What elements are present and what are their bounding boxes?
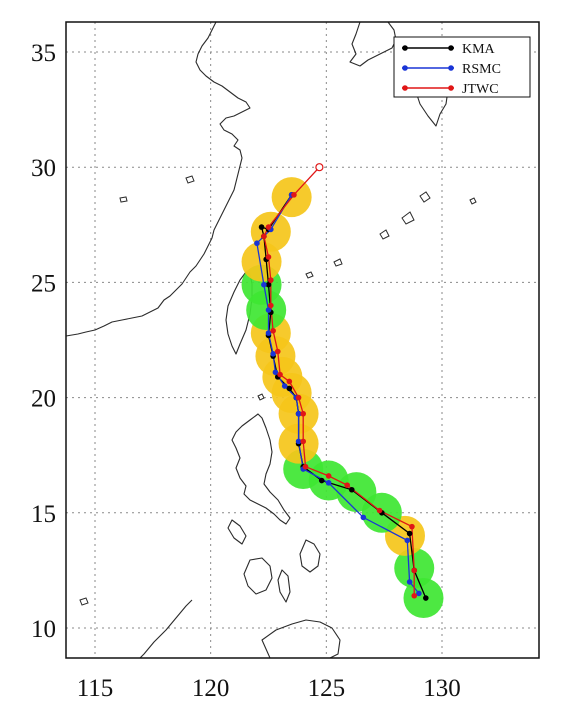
- track-point-kma: [286, 385, 293, 392]
- track-point-jtwc: [411, 592, 418, 599]
- track-point-jtwc: [265, 254, 272, 260]
- island-ryukyu-3: [379, 229, 390, 240]
- track-point-jtwc: [268, 277, 274, 283]
- island-ryukyu-5: [305, 271, 314, 279]
- track-point-jtwc: [261, 233, 267, 240]
- y-tick-label: 15: [31, 501, 56, 528]
- map-layer: [66, 22, 477, 658]
- track-point-jtwc: [291, 192, 297, 198]
- track-point-kma: [423, 595, 429, 601]
- island-ryukyu-1: [419, 191, 431, 203]
- track-point-kma: [348, 486, 355, 493]
- coastline-mindanao: [261, 619, 341, 658]
- legend-marker: [448, 45, 454, 51]
- island-batanes: [257, 393, 265, 401]
- track-point-jtwc: [376, 507, 383, 514]
- y-tick-label: 10: [31, 616, 56, 643]
- plot-frame: [65, 21, 540, 659]
- legend-label-rsmc: RSMC: [462, 62, 501, 77]
- track-point-jtwc: [277, 371, 283, 378]
- track-point-kma: [318, 477, 325, 484]
- track-endpoint-jtwc: [315, 163, 324, 172]
- track-point-jtwc: [411, 567, 418, 574]
- track-point-jtwc: [295, 394, 302, 401]
- x-tick-label: 115: [77, 675, 114, 702]
- track-point-kma: [265, 281, 272, 288]
- track-point-rsmc: [360, 514, 367, 521]
- track-point-jtwc: [270, 327, 276, 334]
- legend-label-jtwc: JTWC: [462, 82, 499, 97]
- coastline-luzon: [231, 413, 291, 525]
- legend-marker: [448, 85, 454, 91]
- legend-label-kma: KMA: [462, 42, 496, 57]
- legend-marker: [448, 65, 454, 71]
- track-point-rsmc: [265, 330, 272, 336]
- track-point-jtwc: [268, 302, 274, 309]
- island-ryukyu-4: [333, 258, 343, 267]
- track-point-jtwc: [300, 410, 307, 417]
- coastline-korea: [349, 22, 397, 67]
- legend: KMA RSMC JTWC: [393, 36, 531, 98]
- coastline-china: [66, 22, 251, 337]
- legend-box: [393, 36, 531, 98]
- island-small-4: [469, 197, 477, 205]
- island-small-2: [119, 196, 128, 203]
- track-point-rsmc: [404, 537, 411, 544]
- track-point-rsmc: [281, 383, 288, 389]
- coastline-cebu: [277, 569, 291, 603]
- axis-tick-labels: 115 120 125 130 10 15 20 25 30 35: [31, 40, 461, 702]
- x-tick-label: 125: [308, 675, 346, 702]
- track-point-jtwc: [286, 378, 293, 385]
- track-point-rsmc: [261, 281, 267, 288]
- coastline-visayas: [243, 557, 273, 595]
- track-point-rsmc: [295, 410, 302, 417]
- track-point-rsmc: [416, 590, 422, 597]
- track-point-jtwc: [265, 224, 272, 230]
- track-point-jtwc: [274, 348, 281, 355]
- track-lines: [254, 163, 429, 601]
- island-small-1: [185, 175, 195, 184]
- grid-lines: [66, 22, 539, 658]
- legend-marker: [402, 65, 408, 71]
- track-point-rsmc: [325, 480, 332, 486]
- track-point-jtwc: [302, 463, 309, 470]
- legend-marker: [402, 85, 408, 91]
- x-tick-label: 130: [423, 675, 461, 702]
- coastline-mindoro: [227, 519, 247, 545]
- track-line-rsmc: [256, 194, 420, 594]
- track-point-rsmc: [265, 307, 272, 313]
- track-point-rsmc: [295, 438, 302, 445]
- track-point-jtwc: [300, 438, 307, 445]
- y-tick-label: 35: [31, 40, 56, 67]
- track-point-jtwc: [325, 473, 332, 479]
- track-point-kma: [406, 530, 413, 537]
- track-point-rsmc: [272, 369, 279, 376]
- island-small-3: [79, 597, 89, 606]
- y-tick-label: 30: [31, 155, 56, 182]
- y-tick-label: 20: [31, 386, 56, 413]
- track-point-rsmc: [406, 579, 413, 585]
- x-tick-label: 120: [192, 675, 230, 702]
- island-ryukyu-2: [401, 211, 415, 225]
- track-point-rsmc: [254, 240, 260, 247]
- coastline-samar: [299, 539, 321, 573]
- legend-marker: [402, 45, 408, 51]
- track-point-jtwc: [344, 482, 350, 488]
- coastline-palawan: [139, 599, 193, 658]
- y-tick-label: 25: [31, 270, 56, 297]
- track-point-jtwc: [409, 523, 415, 530]
- track-point-rsmc: [270, 351, 276, 357]
- track-point-kma: [258, 224, 265, 230]
